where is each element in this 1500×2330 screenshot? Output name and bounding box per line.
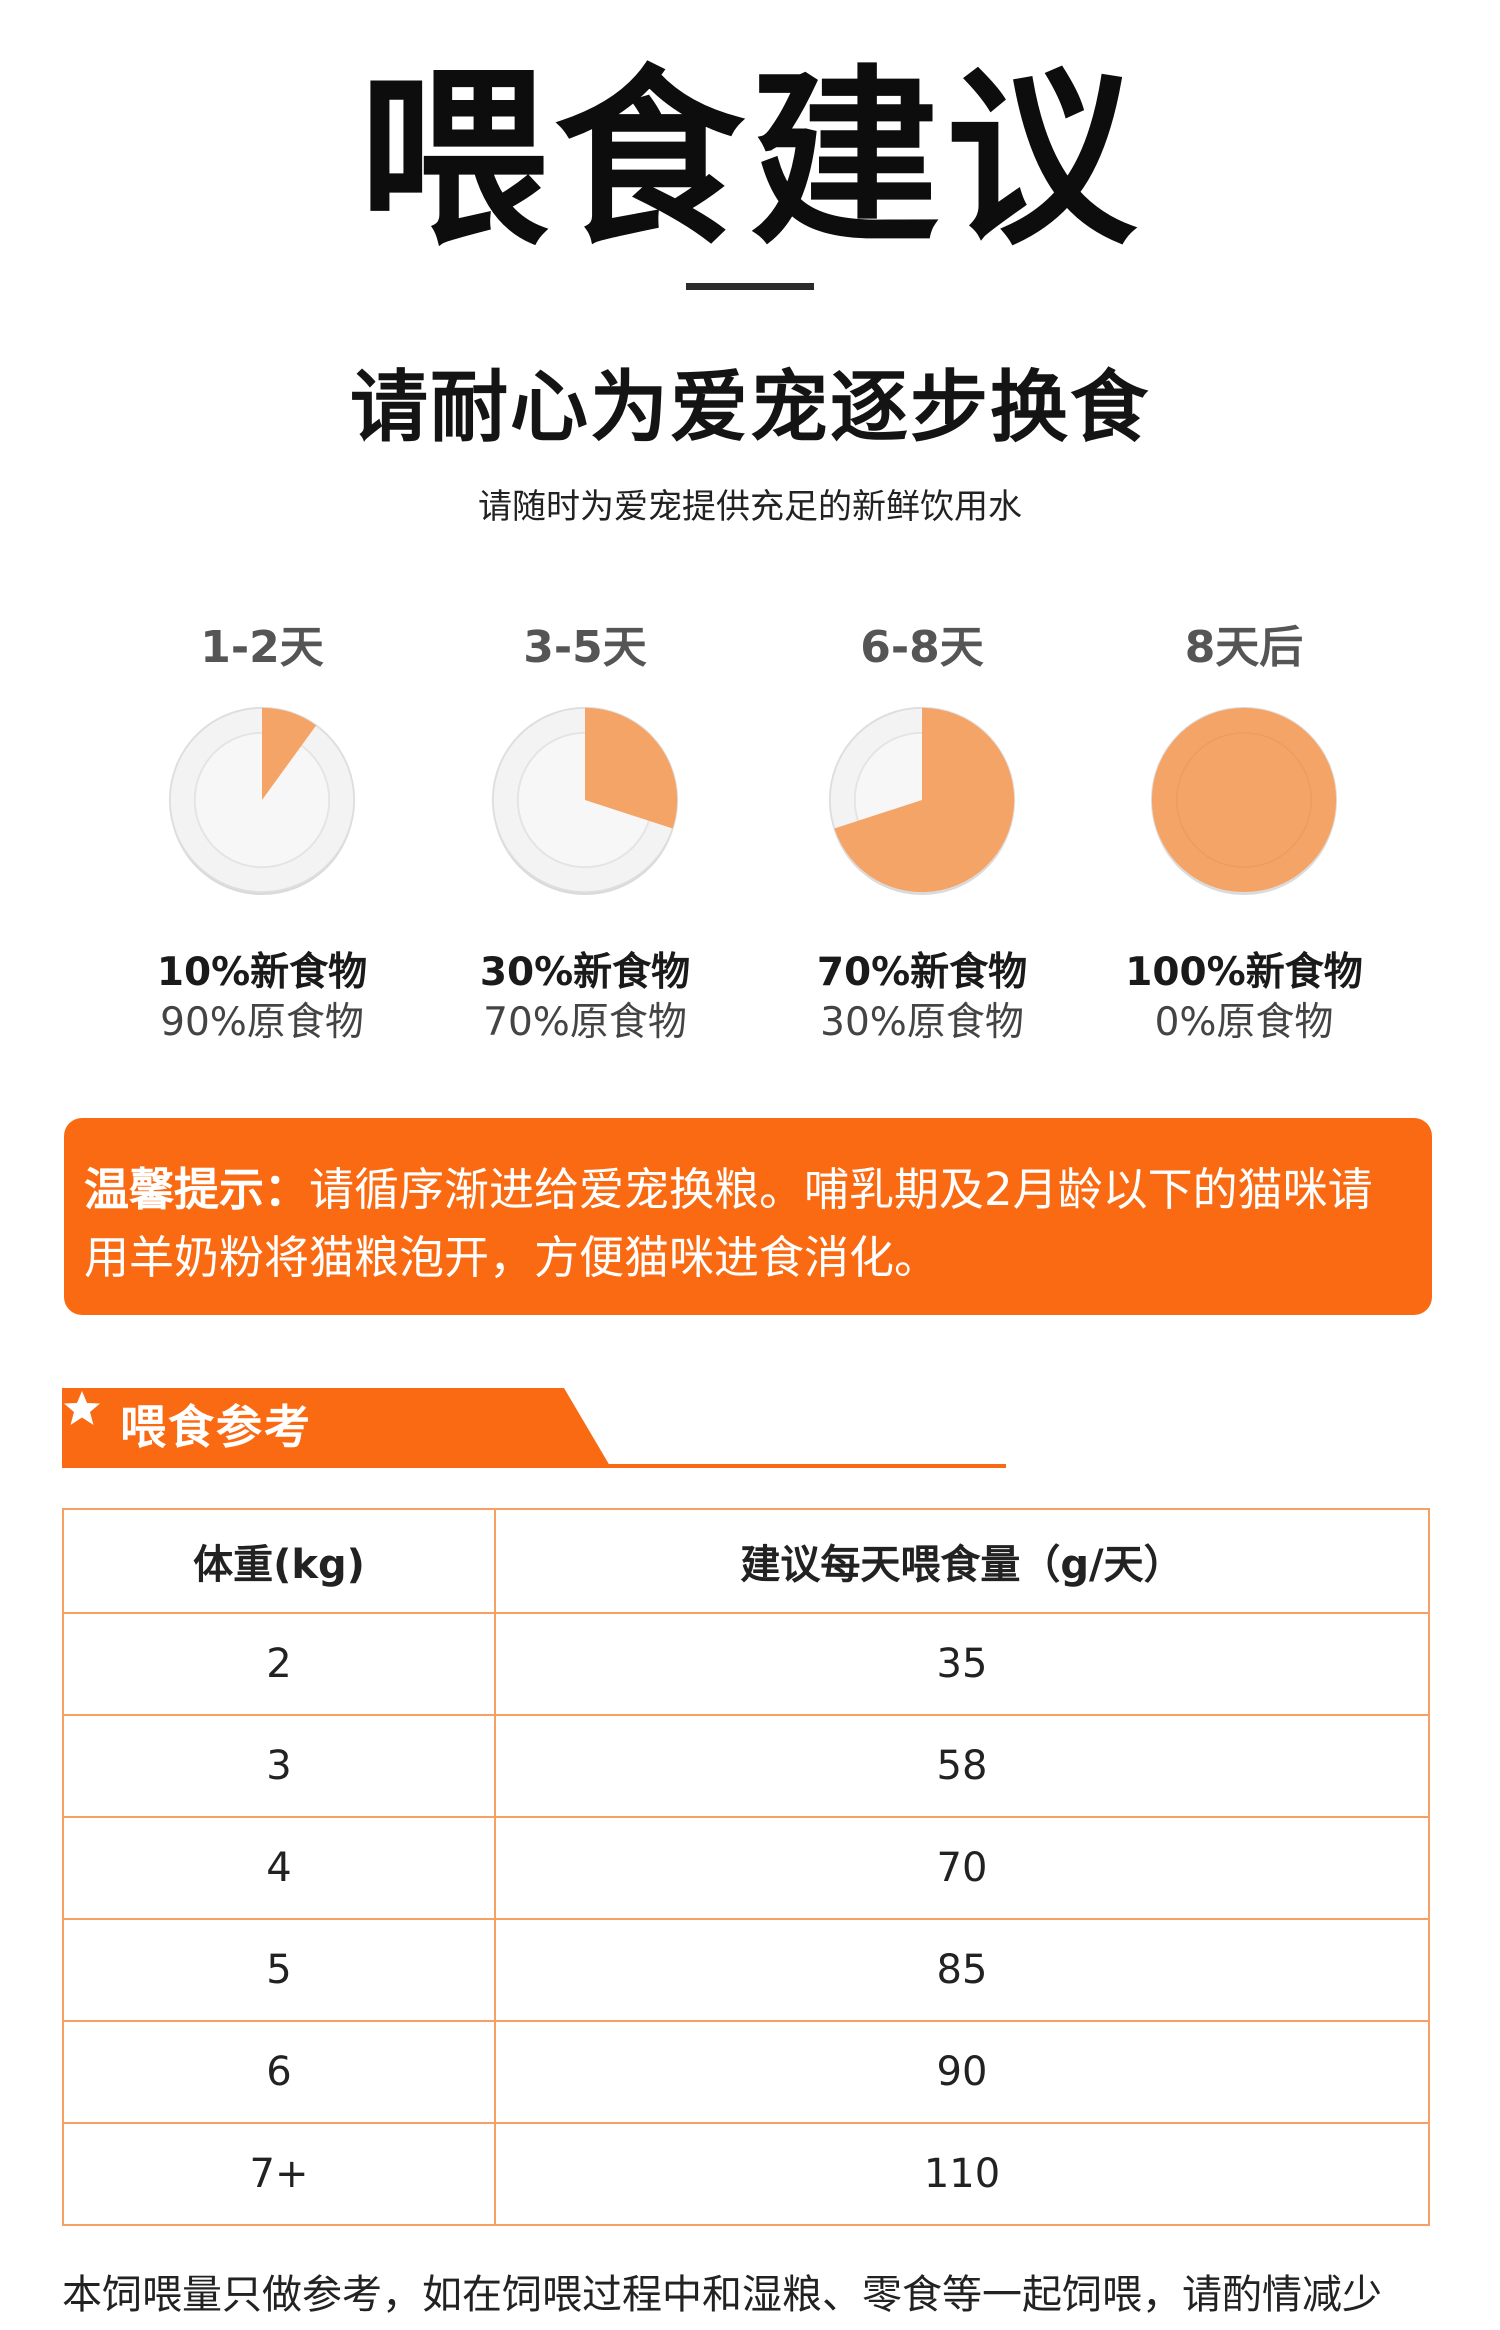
table-row: 6 90	[62, 2020, 1430, 2124]
table-row: 2 35	[62, 1612, 1430, 1716]
page-title: 喂食建议	[357, 49, 1142, 270]
stage-day-label: 8天后	[1184, 622, 1304, 673]
water-note: 请随时为爱宠提供充足的新鲜饮用水	[478, 487, 1022, 527]
table-header-row: 体重(kg) 建议每天喂食量（g/天）	[62, 1508, 1430, 1614]
weight-cell: 6	[62, 2020, 496, 2124]
weight-cell: 4	[62, 1816, 496, 1920]
section-underline	[62, 1464, 1006, 1468]
stage-old-food-label: 30%原食物	[820, 1000, 1024, 1045]
stage-day-label: 1-2天	[200, 622, 324, 673]
table-row: 3 58	[62, 1714, 1430, 1818]
footer-note: 本饲喂量只做参考，如在饲喂过程中和湿粮、零食等一起饲喂，请酌情减少	[62, 2272, 1382, 2318]
amount-cell: 35	[494, 1612, 1430, 1716]
stage-old-food-label: 70%原食物	[483, 1000, 687, 1045]
pie-slice	[262, 707, 317, 800]
title-underline	[686, 283, 814, 290]
tip-text: 请循序渐进给爱宠换粮。哺乳期及2月龄以下的猫咪请用羊奶粉将猫粮泡开，方便猫咪进食…	[84, 1163, 1373, 1284]
stage-day-label: 6-8天	[860, 622, 984, 673]
table-row: 7+ 110	[62, 2122, 1430, 2226]
stage-new-food-label: 30%新食物	[479, 950, 691, 995]
amount-cell: 85	[494, 1918, 1430, 2022]
header-weight: 体重(kg)	[62, 1508, 496, 1614]
pie-slice	[1151, 707, 1337, 893]
amount-cell: 70	[494, 1816, 1430, 1920]
plate-pie-icon	[168, 706, 356, 896]
table-row: 5 85	[62, 1918, 1430, 2022]
stage-1: 1-2天 10%新食物 90%原食物	[112, 620, 412, 1048]
plate-pie-icon	[1150, 706, 1338, 896]
feeding-table: 体重(kg) 建议每天喂食量（g/天） 2 35 3 58 4 70 5 85 …	[62, 1508, 1430, 2226]
banner-shape	[62, 1388, 610, 1466]
tip-label: 温馨提示：	[84, 1163, 310, 1216]
pie-slice	[585, 707, 678, 829]
header-amount: 建议每天喂食量（g/天）	[494, 1508, 1430, 1614]
stage-2: 3-5天 30%新食物 70%原食物	[435, 620, 735, 1048]
weight-cell: 5	[62, 1918, 496, 2022]
pie-slice	[834, 707, 1015, 893]
table-row: 4 70	[62, 1816, 1430, 1920]
stage-4: 8天后 100%新食物 0%原食物	[1094, 620, 1394, 1048]
amount-cell: 110	[494, 2122, 1430, 2226]
weight-cell: 2	[62, 1612, 496, 1716]
weight-cell: 7+	[62, 2122, 496, 2226]
stage-old-food-label: 90%原食物	[160, 1000, 364, 1045]
plate-pie-icon	[491, 706, 679, 896]
page-subtitle: 请耐心为爱宠逐步换食	[349, 363, 1150, 453]
stage-new-food-label: 100%新食物	[1125, 950, 1363, 995]
weight-cell: 3	[62, 1714, 496, 1818]
stage-new-food-label: 70%新食物	[816, 950, 1028, 995]
stage-day-label: 3-5天	[523, 622, 647, 673]
stage-3: 6-8天 70%新食物 30%原食物	[772, 620, 1072, 1048]
amount-cell: 58	[494, 1714, 1430, 1818]
tip-box: 温馨提示：请循序渐进给爱宠换粮。哺乳期及2月龄以下的猫咪请用羊奶粉将猫粮泡开，方…	[64, 1118, 1432, 1315]
section-banner: 喂食参考	[62, 1388, 610, 1466]
stage-old-food-label: 0%原食物	[1154, 1000, 1334, 1045]
star-icon	[64, 1391, 100, 1425]
section-title: 喂食参考	[120, 1400, 312, 1454]
stage-new-food-label: 10%新食物	[156, 950, 368, 995]
plate-pie-icon	[828, 706, 1016, 896]
amount-cell: 90	[494, 2020, 1430, 2124]
